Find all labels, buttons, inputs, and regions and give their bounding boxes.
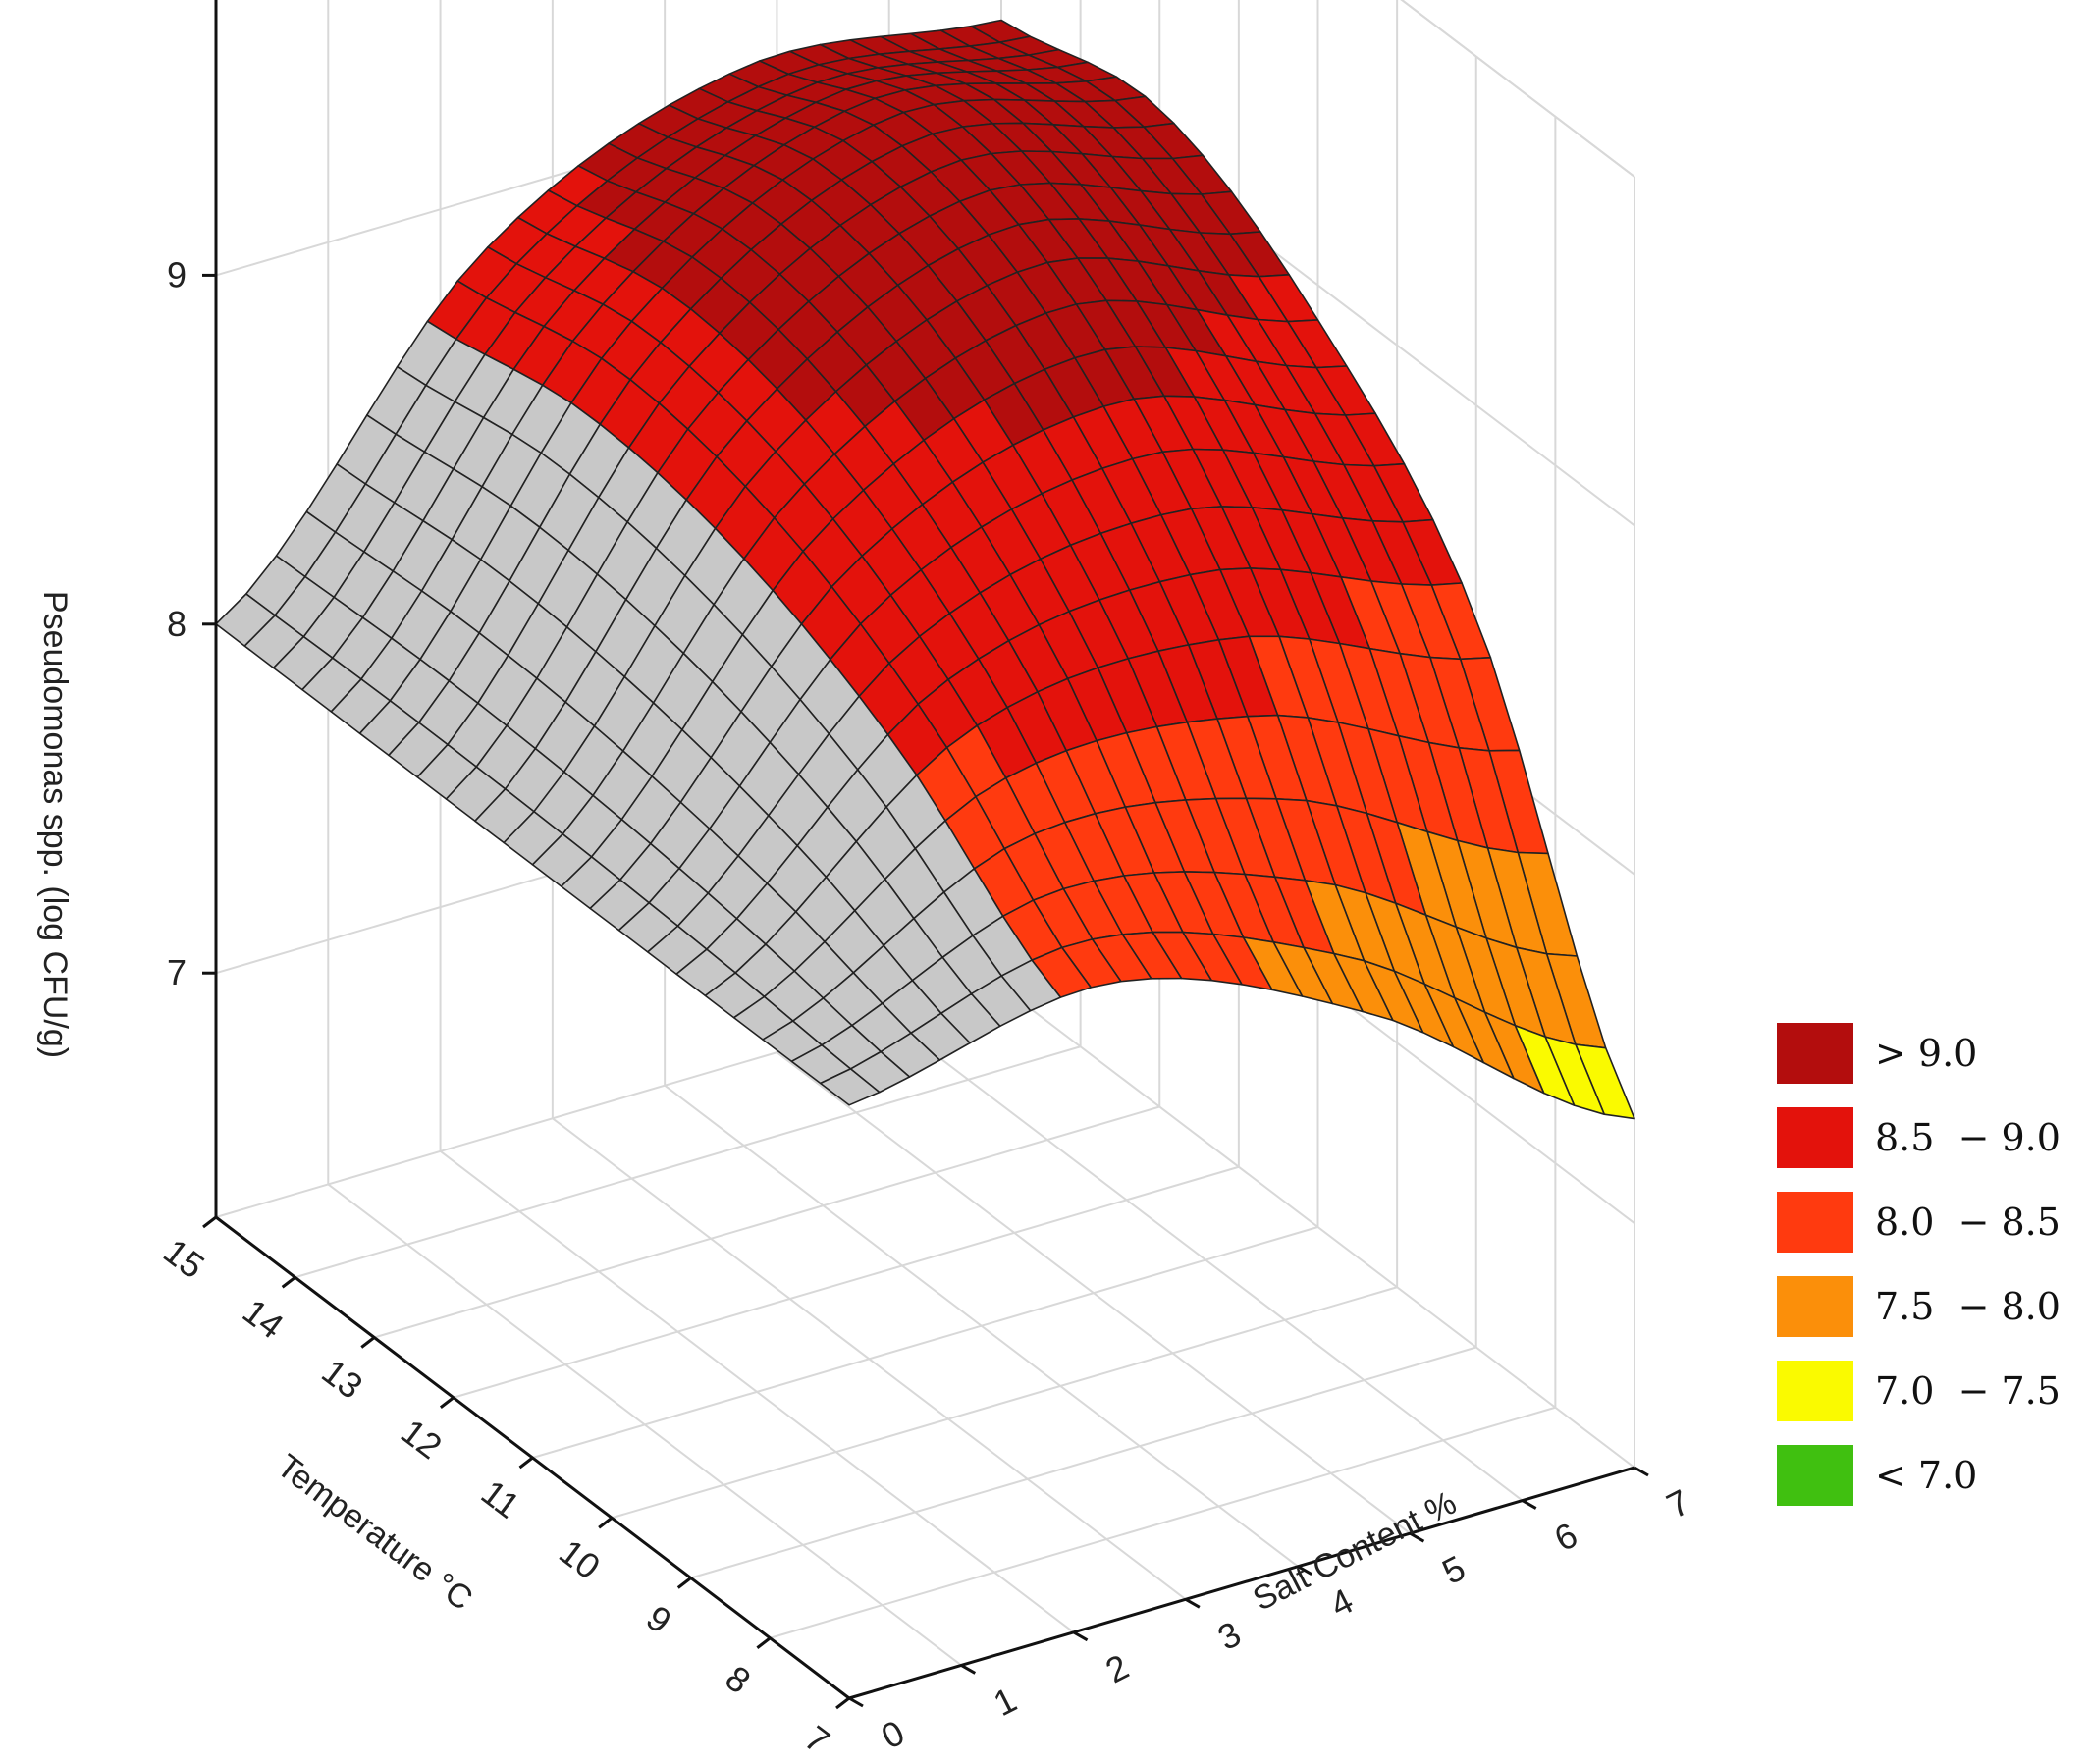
floor-grid-line xyxy=(453,1165,1240,1399)
floor-grid-line xyxy=(776,1051,1412,1534)
x-tick-mark xyxy=(756,1636,772,1649)
floor-grid-line xyxy=(327,1183,962,1667)
x-tick-mark xyxy=(439,1396,455,1409)
legend-label: < 7.0 xyxy=(1875,1454,1978,1497)
z-tick-label: 7 xyxy=(167,952,187,992)
axes xyxy=(202,0,1649,1710)
z-tick-label: 9 xyxy=(167,254,187,294)
z-axis-title: Pseudomonas spp. (log CFU/g) xyxy=(36,591,74,1058)
y-tick-mark xyxy=(1521,1499,1537,1510)
legend-item: 8.0 − 8.5 xyxy=(1777,1180,2081,1264)
x-tick-label: 12 xyxy=(394,1411,450,1467)
x-tick-mark xyxy=(360,1336,376,1349)
floor-grid-line xyxy=(439,1150,1075,1633)
y-tick-mark xyxy=(960,1664,977,1675)
z-tick-label: 8 xyxy=(167,604,187,644)
x-tick-label: 7 xyxy=(797,1718,837,1762)
y-tick-mark xyxy=(1297,1565,1312,1577)
surface-cell xyxy=(819,1068,881,1106)
legend-item: 7.0 − 7.5 xyxy=(1777,1349,2081,1433)
legend-swatch xyxy=(1777,1023,1853,1084)
x-tick-label: 9 xyxy=(639,1597,679,1641)
floor-grid-line xyxy=(552,1117,1187,1601)
floor-grid-line xyxy=(888,1018,1524,1502)
y-tick-label: 2 xyxy=(1099,1646,1135,1691)
floor-grid-line xyxy=(611,1286,1398,1520)
box-edge xyxy=(1400,0,1635,178)
y-tick-mark xyxy=(1409,1531,1425,1543)
y-tick-label: 0 xyxy=(875,1712,910,1757)
legend-swatch xyxy=(1777,1192,1853,1253)
x-axis-title: Temperature °C xyxy=(270,1447,479,1618)
floor-grid-line xyxy=(295,1045,1081,1279)
floor-grid-line xyxy=(373,1105,1160,1339)
y-tick-label: 4 xyxy=(1323,1580,1359,1626)
y-tick-mark xyxy=(1072,1630,1089,1642)
legend-item: > 9.0 xyxy=(1777,1011,2081,1096)
legend-label: 8.5 − 9.0 xyxy=(1875,1116,2061,1159)
floor-grid-line xyxy=(690,1346,1477,1579)
x-tick-label: 8 xyxy=(719,1657,759,1701)
x-tick-mark xyxy=(202,1215,217,1229)
floor-grid-line xyxy=(664,1084,1299,1568)
legend-item: 7.5 − 8.0 xyxy=(1777,1264,2081,1349)
x-tick-mark xyxy=(835,1696,850,1710)
legend: > 9.0 8.5 − 9.0 8.0 − 8.5 7.5 − 8.0 7.0 … xyxy=(1777,1011,2081,1518)
legend-item: < 7.0 xyxy=(1777,1433,2081,1518)
x-tick-label: 14 xyxy=(236,1291,292,1347)
x-tick-label: 13 xyxy=(314,1351,370,1407)
legend-item: 8.5 − 9.0 xyxy=(1777,1096,2081,1180)
legend-label: 7.0 − 7.5 xyxy=(1875,1369,2061,1413)
floor-grid-line xyxy=(770,1406,1556,1639)
legend-swatch xyxy=(1777,1445,1853,1506)
x-tick-mark xyxy=(676,1577,692,1589)
legend-label: 7.5 − 8.0 xyxy=(1875,1285,2061,1328)
x-tick-mark xyxy=(281,1276,296,1289)
x-tick-label: 10 xyxy=(552,1531,608,1587)
response-surface xyxy=(215,19,1635,1120)
legend-swatch xyxy=(1777,1361,1853,1421)
y-tick-mark xyxy=(848,1696,864,1708)
y-axis-line xyxy=(848,1466,1635,1700)
legend-swatch xyxy=(1777,1276,1853,1337)
floor-grid-line xyxy=(1000,986,1635,1469)
legend-swatch xyxy=(1777,1107,1853,1168)
y-tick-mark xyxy=(1634,1466,1649,1477)
y-tick-label: 5 xyxy=(1436,1547,1472,1592)
legend-label: 8.0 − 8.5 xyxy=(1875,1201,2061,1244)
y-tick-label: 7 xyxy=(1660,1481,1695,1526)
x-tick-mark xyxy=(598,1517,614,1529)
y-tick-label: 3 xyxy=(1211,1613,1247,1658)
y-tick-label: 1 xyxy=(987,1679,1022,1724)
x-tick-label: 11 xyxy=(474,1471,528,1525)
x-tick-label: 15 xyxy=(156,1231,212,1287)
y-tick-mark xyxy=(1185,1597,1201,1609)
legend-label: > 9.0 xyxy=(1875,1032,1978,1075)
floor-grid-line xyxy=(532,1226,1318,1459)
y-tick-label: 6 xyxy=(1548,1515,1583,1560)
x-tick-mark xyxy=(518,1456,534,1470)
